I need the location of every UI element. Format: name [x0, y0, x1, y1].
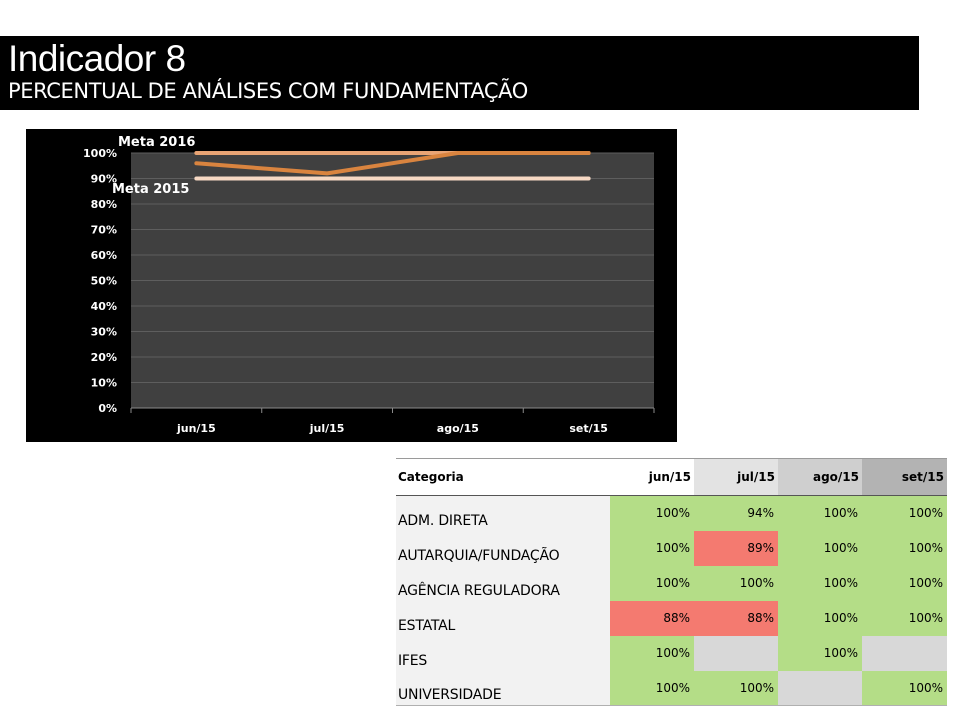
table-cell [862, 635, 947, 671]
x-tick-label: jul/15 [309, 422, 345, 435]
row-label: AUTARQUIA/FUNDAÇÃO [396, 530, 610, 566]
table-cell: 94% [694, 495, 778, 531]
y-tick-label: 10% [91, 377, 117, 390]
y-tick-label: 70% [91, 224, 117, 237]
row-label: AGÊNCIA REGULADORA [396, 565, 610, 601]
line-chart: 0% 10% 20% 30% 40% 50% 60% 70% 80% 90% 100% jun/15 j… [26, 129, 677, 442]
table-cell: 100% [694, 670, 778, 706]
y-tick-label: 100% [83, 147, 117, 160]
table-row: AGÊNCIA REGULADORA 100% 100% 100% 100% [396, 565, 947, 601]
table-cell: 100% [778, 495, 862, 531]
annotation-meta-2015: Meta 2015 [112, 182, 189, 197]
table-header-row: Categoria jun/15 jul/15 ago/15 set/15 [396, 458, 947, 496]
y-tick-label: 90% [91, 173, 117, 186]
row-label: UNIVERSIDADE [396, 670, 610, 706]
table-row: AUTARQUIA/FUNDAÇÃO 100% 89% 100% 100% [396, 530, 947, 566]
x-tick-label: jun/15 [176, 422, 216, 435]
table-cell: 100% [862, 670, 947, 706]
table-row: ADM. DIRETA 100% 94% 100% 100% [396, 495, 947, 531]
table-cell: 100% [778, 635, 862, 671]
table-cell: 100% [610, 565, 694, 601]
table-cell: 100% [610, 670, 694, 706]
table-cell: 100% [862, 600, 947, 636]
page-subtitle: PERCENTUAL DE ANÁLISES COM FUNDAMENTAÇÃO [8, 79, 528, 103]
y-tick-label: 20% [91, 351, 117, 364]
page-title: Indicador 8 [8, 38, 186, 79]
y-tick-label: 30% [91, 326, 117, 339]
y-tick-label: 0% [98, 402, 117, 415]
column-header-jun15: jun/15 [610, 458, 694, 496]
table-cell: 88% [610, 600, 694, 636]
table-cell: 100% [862, 530, 947, 566]
table-cell: 100% [694, 565, 778, 601]
table-row: IFES 100% 100% [396, 635, 947, 671]
title-bar: Indicador 8 PERCENTUAL DE ANÁLISES COM F… [0, 36, 919, 110]
row-label: ADM. DIRETA [396, 495, 610, 531]
data-table: Categoria jun/15 jul/15 ago/15 set/15 AD… [396, 458, 947, 706]
y-tick-label: 50% [91, 275, 117, 288]
series-line [194, 151, 591, 176]
column-header-ago15: ago/15 [778, 458, 862, 496]
y-tick-label: 40% [91, 300, 117, 313]
row-label: ESTATAL [396, 600, 610, 636]
table-cell [778, 670, 862, 706]
column-header-categoria: Categoria [396, 458, 610, 496]
table-cell: 100% [610, 635, 694, 671]
table-cell: 88% [694, 600, 778, 636]
chart-canvas: 0% 10% 20% 30% 40% 50% 60% 70% 80% 90% 100% jun/15 j… [83, 135, 655, 435]
table-cell: 100% [862, 565, 947, 601]
annotation-meta-2016: Meta 2016 [118, 135, 195, 150]
table-row: ESTATAL 88% 88% 100% 100% [396, 600, 947, 636]
table-cell: 89% [694, 530, 778, 566]
table-cell: 100% [778, 565, 862, 601]
table-cell: 100% [862, 495, 947, 531]
table-cell: 100% [778, 530, 862, 566]
column-header-jul15: jul/15 [694, 458, 778, 496]
x-tick-label: ago/15 [437, 422, 479, 435]
row-label: IFES [396, 635, 610, 671]
table-cell: 100% [778, 600, 862, 636]
table-cell: 100% [610, 530, 694, 566]
column-header-set15: set/15 [862, 458, 947, 496]
table-row: UNIVERSIDADE 100% 100% 100% [396, 670, 947, 706]
y-tick-label: 80% [91, 198, 117, 211]
y-tick-label: 60% [91, 249, 117, 262]
table-cell: 100% [610, 495, 694, 531]
table-cell [694, 635, 778, 671]
x-tick-label: set/15 [569, 422, 608, 435]
